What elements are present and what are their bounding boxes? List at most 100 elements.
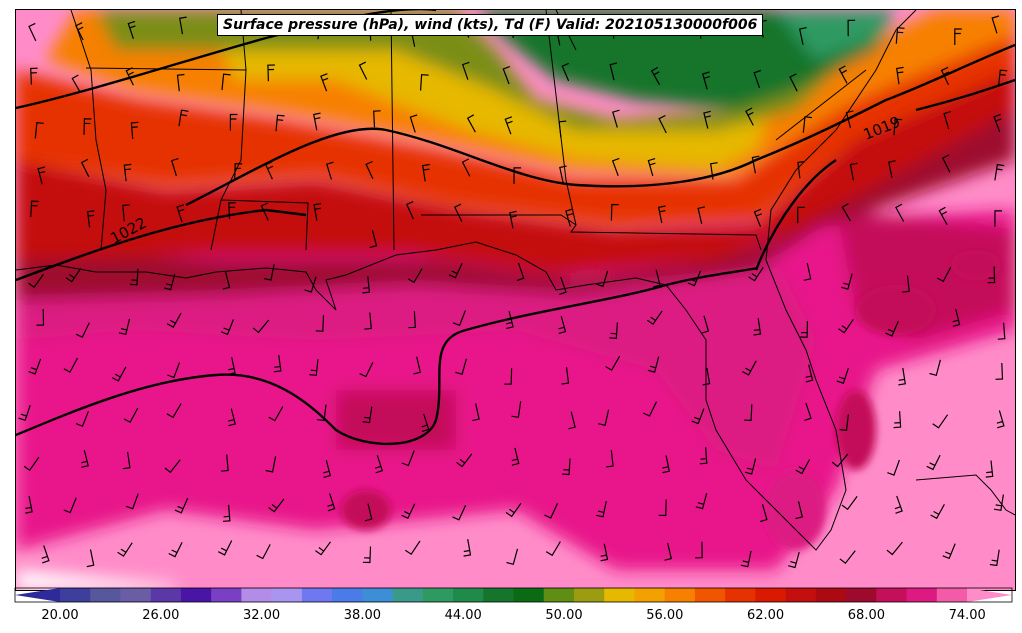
colorbar-cell <box>604 588 635 602</box>
wind-barb <box>309 359 319 376</box>
wind-barb <box>456 453 473 468</box>
wind-barb <box>86 549 95 568</box>
wind-barb <box>606 450 614 468</box>
wind-barb <box>228 408 236 427</box>
wind-barb <box>805 364 814 383</box>
colorbar-tick-label: 62.00 <box>746 608 785 623</box>
wind-barb <box>753 208 762 227</box>
wind-barb <box>997 322 1006 340</box>
wind-barb <box>463 538 472 557</box>
wind-barb <box>452 310 466 327</box>
colorbar-cell <box>362 588 394 602</box>
wind-barb <box>658 114 667 134</box>
wind-barb <box>123 163 132 182</box>
wind-barb <box>610 203 619 221</box>
wind-barb <box>744 458 757 475</box>
wind-barb <box>220 319 234 336</box>
wind-barb <box>268 498 285 513</box>
wind-barb <box>362 546 372 564</box>
wind-barb <box>598 409 610 427</box>
wind-barb <box>838 319 854 334</box>
colorbar-min-arrow <box>15 588 60 602</box>
colorbar-tick-label: 44.00 <box>444 608 482 623</box>
wind-barb <box>998 69 1008 87</box>
colorbar-cell <box>301 588 333 602</box>
wind-barb <box>315 315 325 332</box>
wind-barb <box>836 367 849 384</box>
wind-barb <box>37 166 46 185</box>
wind-barb <box>647 356 660 373</box>
colorbar-cell <box>785 588 817 602</box>
colorbar-tick-label: 56.00 <box>646 608 684 623</box>
wind-barb <box>117 542 133 557</box>
wind-barb <box>803 263 812 281</box>
wind-barb <box>804 402 812 421</box>
wind-barb <box>657 205 666 224</box>
wind-barb <box>63 357 79 373</box>
wind-barb <box>71 74 81 93</box>
wind-barb <box>697 206 706 225</box>
wind-barb <box>358 61 368 80</box>
wind-barb <box>65 268 82 283</box>
wind-barb <box>699 447 708 465</box>
wind-barb <box>753 69 761 89</box>
wind-barb <box>513 167 522 184</box>
wind-barb <box>176 73 185 92</box>
wind-barb <box>275 114 285 132</box>
wind-barb <box>511 447 520 466</box>
wind-barb <box>687 270 702 287</box>
wind-barb <box>744 404 753 422</box>
wind-barb <box>228 202 236 220</box>
wind-barb <box>130 121 139 139</box>
wind-barb <box>544 503 559 519</box>
wind-barb <box>407 268 423 284</box>
wind-barb <box>461 158 471 177</box>
wind-barb <box>176 204 185 223</box>
wind-barb <box>265 456 277 473</box>
colorbar-cell <box>573 588 605 602</box>
wind-barb <box>993 113 1002 133</box>
wind-barb <box>409 114 418 133</box>
wind-barb <box>701 71 710 90</box>
wind-barb <box>839 550 856 565</box>
wind-barb <box>642 401 658 417</box>
wind-barb <box>18 405 31 422</box>
wind-barb <box>647 158 656 177</box>
colorbar-tick-label: 50.00 <box>545 608 583 623</box>
wind-barb <box>938 206 948 225</box>
colorbar-cell <box>906 588 938 602</box>
wind-barb <box>221 454 229 472</box>
wind-barb <box>841 496 858 511</box>
wind-barb <box>789 73 798 92</box>
map-title: Surface pressure (hPa), wind (kts), Td (… <box>217 14 764 36</box>
wind-barb <box>362 406 373 424</box>
wind-barb <box>178 109 189 127</box>
wind-barb <box>36 308 45 326</box>
colorbar-cell <box>725 588 756 602</box>
wind-barb <box>313 203 322 221</box>
wind-barb <box>926 454 941 471</box>
wind-barb <box>568 411 576 430</box>
colorbar-cell <box>241 588 273 602</box>
wind-barb <box>267 64 275 82</box>
wind-barb <box>740 550 752 568</box>
wind-barb <box>845 110 854 129</box>
wind-barb <box>954 28 962 45</box>
wind-barb <box>703 110 711 129</box>
wind-barb <box>304 276 317 293</box>
wind-barb <box>168 542 183 558</box>
wind-barb <box>609 322 618 339</box>
wind-barb <box>898 367 906 386</box>
wind-barb <box>952 308 961 327</box>
wind-barb <box>326 161 334 180</box>
wind-barb <box>373 110 381 128</box>
wind-barb <box>797 206 805 224</box>
wind-barb <box>268 406 284 422</box>
wind-barb <box>421 413 430 432</box>
wind-barb <box>942 543 956 560</box>
wind-barb <box>559 165 567 184</box>
wind-barb <box>30 67 38 85</box>
wind-barb <box>221 73 231 91</box>
wind-barb <box>86 210 95 228</box>
wind-barb <box>595 500 607 518</box>
